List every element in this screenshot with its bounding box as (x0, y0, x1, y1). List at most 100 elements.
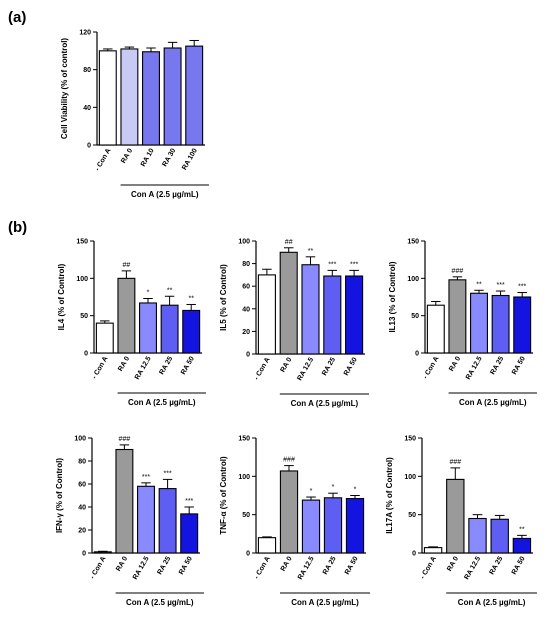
bar (137, 485, 155, 554)
significance-label: *** (328, 261, 336, 268)
bar (93, 551, 112, 554)
x-tick-label: RA 12.5 (296, 356, 315, 382)
bar (446, 478, 465, 554)
y-axis-label: IL17A (% of Control) (385, 457, 394, 534)
bar (257, 537, 277, 554)
chart-2: 0 20 40 60 80 100 IL5 (% of Control) - Con A ## R… (219, 239, 369, 408)
x-tick-label: RA 25 (321, 356, 337, 377)
bar (345, 275, 364, 355)
bar (345, 498, 365, 554)
x-tick-label: RA 100 (181, 147, 199, 171)
bar (491, 294, 510, 354)
significance-label: ### (283, 457, 295, 464)
y-tick-label: 100 (74, 436, 86, 443)
panel-label-a: (a) (8, 9, 26, 26)
chart-3: 0 50 100 150 IL13 (% of Control) - Con A ### RA… (388, 239, 537, 407)
x-tick-label: RA 0 (446, 555, 460, 572)
y-tick-label: 100 (76, 276, 88, 283)
x-tick-label: RA 0 (280, 555, 294, 572)
significance-label: *** (518, 284, 526, 291)
significance-label: ** (476, 281, 482, 288)
bar (142, 51, 160, 146)
y-axis-label: IL5 (% of Control) (219, 264, 228, 331)
significance-label: ### (119, 436, 131, 443)
significance-label: *** (164, 470, 172, 477)
bar (301, 499, 321, 554)
bar (513, 296, 532, 354)
y-tick-label: 0 (82, 551, 86, 558)
bar (470, 292, 488, 354)
y-tick-label: 40 (78, 505, 86, 512)
y-tick-label: 120 (79, 30, 91, 37)
bar (139, 302, 157, 354)
y-tick-label: 60 (78, 482, 86, 489)
y-tick-label: 150 (407, 239, 419, 246)
bar (163, 47, 182, 146)
x-tick-label: RA 0 (117, 355, 131, 372)
x-tick-label: RA 50 (343, 356, 359, 377)
group-label: Con A (2.5 µg/mL) (291, 598, 359, 607)
group-label: Con A (2.5 µg/mL) (126, 598, 194, 607)
y-tick-label: 80 (78, 459, 86, 466)
y-tick-label: 50 (411, 313, 419, 320)
bar (180, 513, 199, 554)
bar (158, 488, 177, 554)
bar (98, 50, 117, 146)
y-axis-label: IL4 (% of Control) (57, 263, 66, 330)
chart-6: 0 50 100 150 IL17A (% of Control) - Con A ### R… (385, 436, 537, 607)
x-tick-label: RA 25 (322, 555, 338, 576)
x-tick-label: RA 12.5 (134, 355, 153, 381)
bar (257, 274, 276, 355)
x-tick-label: RA 12.5 (463, 555, 482, 581)
bar (490, 518, 509, 554)
y-tick-label: 0 (246, 551, 250, 558)
bar (323, 275, 342, 355)
panel-label-b: (b) (8, 219, 27, 236)
significance-label: ** (519, 526, 525, 533)
significance-label: * (147, 289, 150, 296)
bar (426, 304, 445, 354)
y-tick-label: 40 (242, 306, 250, 313)
y-tick-label: 50 (408, 512, 416, 519)
x-tick-label: - Con A (419, 556, 437, 581)
significance-label: ## (123, 262, 131, 269)
y-tick-label: 0 (87, 143, 91, 150)
y-tick-label: 0 (412, 551, 416, 558)
significance-label: ** (308, 248, 314, 255)
group-label: Con A (2.5 µg/mL) (128, 398, 196, 407)
significance-label: * (310, 488, 313, 495)
significance-label: ### (449, 459, 461, 466)
significance-label: ## (285, 239, 293, 246)
x-tick-label: - Con A (253, 556, 271, 581)
x-tick-label: RA 0 (115, 555, 129, 572)
chart-1: 0 50 100 150 IL4 (% of Control) - Con A ## RA 0… (57, 239, 206, 407)
group-label: Con A (2.5 µg/mL) (458, 598, 526, 607)
group-label: Con A (2.5 µg/mL) (291, 399, 359, 408)
y-tick-label: 20 (242, 329, 250, 336)
y-tick-label: 0 (415, 351, 419, 358)
x-tick-label: - Con A (94, 148, 112, 173)
y-tick-label: 40 (83, 105, 91, 112)
y-tick-label: 80 (83, 67, 91, 74)
y-tick-label: 100 (404, 474, 416, 481)
x-tick-label: RA 0 (120, 147, 134, 164)
bar (160, 304, 179, 354)
x-tick-label: RA 12.5 (465, 355, 484, 381)
significance-label: ** (167, 287, 173, 294)
x-tick-label: RA 0 (448, 355, 462, 372)
y-axis-label: TNF-α (% of Control) (219, 456, 228, 535)
x-tick-label: RA 0 (280, 356, 294, 373)
bar (512, 537, 532, 554)
x-tick-label: RA 50 (511, 355, 527, 376)
y-tick-label: 150 (238, 436, 250, 443)
y-tick-label: 50 (242, 512, 250, 519)
significance-label: * (332, 484, 335, 491)
y-tick-label: 100 (407, 276, 419, 283)
significance-label: ** (188, 295, 194, 302)
significance-label: *** (142, 474, 150, 481)
group-label: Con A (2.5 µg/mL) (459, 398, 527, 407)
y-tick-label: 0 (84, 351, 88, 358)
bar (468, 517, 487, 554)
chart-4: 0 20 40 60 80 100 IFN-γ (% of Control) - Con A #… (55, 436, 204, 607)
x-tick-label: RA 50 (344, 555, 360, 576)
